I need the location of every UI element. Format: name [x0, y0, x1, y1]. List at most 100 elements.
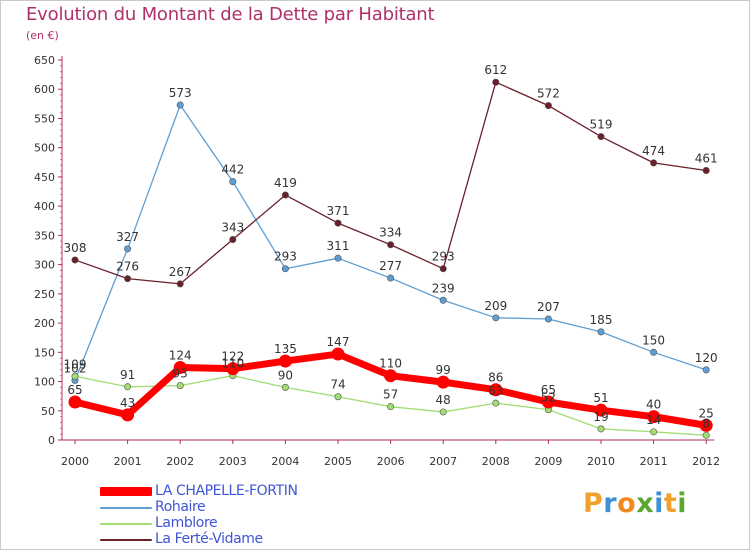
y-tick-label: 0 — [48, 434, 55, 447]
data-label: 25 — [699, 406, 714, 420]
data-point — [650, 428, 658, 436]
y-tick-label: 100 — [34, 376, 55, 389]
logo-letter: P — [583, 488, 604, 519]
data-label: 91 — [120, 368, 135, 382]
data-label: 110 — [221, 357, 244, 371]
legend-swatch — [100, 507, 152, 509]
data-label: 65 — [67, 383, 82, 397]
data-label: 48 — [436, 393, 451, 407]
data-point — [492, 314, 500, 322]
logo-letter: i — [654, 488, 664, 519]
x-tick-label: 2011 — [640, 455, 668, 468]
y-tick-label: 600 — [34, 83, 55, 96]
x-tick-label: 2006 — [377, 455, 405, 468]
data-label: 474 — [642, 144, 665, 158]
data-point — [176, 280, 184, 288]
data-label: 327 — [116, 230, 139, 244]
data-point — [229, 235, 237, 243]
y-tick-label: 400 — [34, 200, 55, 213]
data-label: 57 — [383, 388, 398, 402]
legend-label: La Ferté-Vidame — [155, 531, 263, 547]
logo-letter: r — [603, 488, 618, 519]
data-label: 293 — [432, 250, 455, 264]
data-point — [439, 265, 447, 273]
data-label: 209 — [484, 299, 507, 313]
data-point — [699, 418, 713, 432]
data-label: 207 — [537, 300, 560, 314]
data-label: 572 — [537, 87, 560, 101]
data-point — [124, 245, 132, 253]
legend-label: Rohaire — [155, 499, 206, 515]
data-point — [226, 362, 240, 376]
data-point — [334, 254, 342, 262]
data-label: 419 — [274, 176, 297, 190]
data-label: 267 — [169, 265, 192, 279]
y-tick-label: 250 — [34, 288, 55, 301]
data-label: 334 — [379, 226, 402, 240]
data-label: 135 — [274, 342, 297, 356]
legend-label: Lamblore — [155, 515, 218, 531]
data-label: 147 — [327, 335, 350, 349]
chart-title: Evolution du Montant de la Dette par Hab… — [26, 4, 435, 25]
data-point — [544, 102, 552, 110]
data-label: 122 — [221, 350, 244, 364]
data-point — [597, 328, 605, 336]
x-tick-label: 2005 — [324, 455, 352, 468]
x-tick-label: 2010 — [587, 455, 615, 468]
data-label: 461 — [695, 151, 718, 165]
data-label: 120 — [695, 351, 718, 365]
chart-subtitle: (en €) — [26, 29, 59, 42]
x-tick-label: 2002 — [166, 455, 194, 468]
series-line — [74, 81, 707, 285]
legend-swatch — [100, 523, 152, 525]
data-label: 63 — [488, 384, 503, 398]
data-point — [439, 408, 447, 416]
data-label: 52 — [541, 391, 556, 405]
data-label: 102 — [64, 361, 87, 375]
data-label: 51 — [593, 391, 608, 405]
data-label: 573 — [169, 86, 192, 100]
data-point — [334, 393, 342, 401]
y-tick-label: 650 — [34, 54, 55, 67]
data-point — [702, 431, 710, 439]
x-tick-label: 2008 — [482, 455, 510, 468]
data-label: 19 — [593, 410, 608, 424]
data-label: 612 — [484, 63, 507, 77]
data-point — [176, 101, 184, 109]
y-tick-label: 200 — [34, 317, 55, 330]
data-point — [387, 274, 395, 282]
data-label: 276 — [116, 260, 139, 274]
data-point — [492, 78, 500, 86]
data-label: 99 — [436, 363, 451, 377]
data-label: 150 — [642, 333, 665, 347]
data-point — [387, 403, 395, 411]
data-label: 293 — [274, 250, 297, 264]
logo-letter: o — [617, 488, 637, 519]
data-label: 277 — [379, 259, 402, 273]
y-tick-label: 550 — [34, 112, 55, 125]
data-label: 8 — [702, 416, 710, 430]
logo-letter: i — [677, 488, 688, 519]
data-point — [597, 133, 605, 141]
data-label: 311 — [327, 239, 350, 253]
logo-letter: t — [663, 488, 678, 519]
legend-swatch — [100, 487, 152, 496]
data-label: 40 — [646, 398, 661, 412]
data-point — [124, 275, 132, 283]
data-label: 74 — [330, 378, 345, 392]
x-tick-label: 2000 — [61, 455, 89, 468]
y-tick-label: 500 — [34, 142, 55, 155]
data-point — [439, 296, 447, 304]
data-point — [278, 354, 292, 368]
data-point — [489, 383, 503, 397]
data-label: 109 — [64, 357, 87, 371]
data-point — [597, 425, 605, 433]
data-label: 185 — [590, 313, 613, 327]
legend-swatch — [100, 539, 152, 541]
data-point — [71, 372, 79, 380]
data-point — [544, 315, 552, 323]
proxiti-logo: Proxiti — [583, 488, 687, 519]
data-point — [702, 366, 710, 374]
